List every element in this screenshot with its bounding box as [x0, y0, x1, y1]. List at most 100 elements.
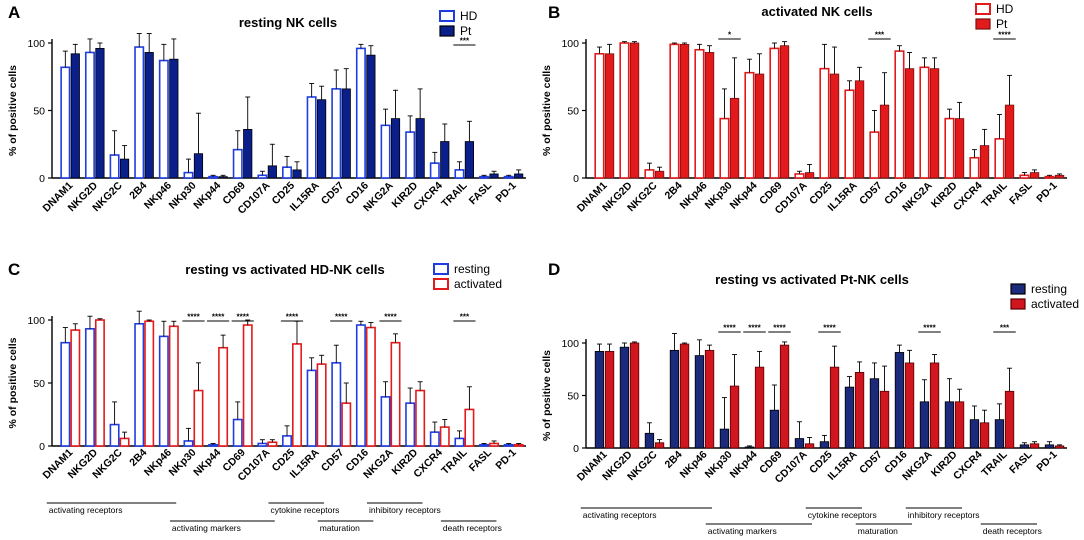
category-label: TRAIL [439, 179, 470, 210]
bar-hd-pd-1 [1044, 175, 1055, 179]
bar-resting-dnam1 [594, 350, 605, 449]
bar-resting-nkg2d [84, 328, 95, 447]
bar-hd-cd16 [355, 47, 366, 179]
bar-activated-dnam1 [604, 350, 615, 449]
bar-resting-cd57 [331, 362, 342, 447]
bar-hd-fasl [1019, 174, 1030, 179]
y-tick-label: 100 [561, 338, 579, 350]
bar-resting-nkg2d [619, 346, 630, 449]
bar-activated-nkg2d [629, 342, 640, 449]
bar-activated-cd16 [904, 362, 915, 449]
bar-activated-trail [1004, 390, 1015, 449]
group-label: activating markers [172, 523, 241, 533]
bar-hd-cxcr4 [429, 162, 440, 179]
group-label: activating receptors [49, 505, 123, 515]
bar-pt-nkg2a [390, 118, 401, 179]
bar-resting-pd-1 [503, 443, 514, 447]
y-tick-label: 100 [27, 38, 45, 50]
panel-letter: A [8, 3, 20, 22]
bar-pt-2b4 [679, 43, 690, 179]
bar-resting-nkg2c [644, 432, 655, 449]
panel-letter: C [8, 260, 20, 279]
bar-pt-nkg2d [95, 48, 105, 179]
category-label: FASL [467, 179, 495, 207]
group-label: death receptors [983, 526, 1042, 536]
y-axis-label: % of positive cells [7, 65, 19, 156]
legend-swatch-hd [975, 3, 991, 15]
bar-pt-cd107a [804, 172, 815, 179]
bar-activated-kir2d [954, 401, 965, 449]
bar-resting-il15ra [844, 386, 855, 449]
bar-hd-nkp44 [208, 175, 219, 179]
bar-pt-cd57 [341, 88, 351, 179]
category-label: TRAIL [439, 446, 470, 477]
group-label: activating receptors [583, 510, 657, 520]
bar-resting-nkp46 [158, 335, 169, 447]
bar-resting-nkp30 [183, 440, 194, 447]
legend-label: activated [1031, 297, 1079, 311]
bar-hd-cd107a [257, 174, 268, 179]
bar-hd-trail [454, 169, 465, 179]
bar-hd-nkp46 [158, 59, 169, 179]
bar-pt-cd57 [879, 104, 890, 179]
category-label: NKp44 [728, 449, 760, 481]
chart-title: resting vs activated Pt-NK cells [715, 272, 909, 287]
y-tick-label: 50 [567, 106, 579, 118]
bar-hd-nkg2d [84, 51, 95, 179]
bar-hd-2b4 [134, 46, 145, 179]
bar-activated-dnam1 [70, 329, 81, 447]
group-label: death receptors [443, 523, 502, 533]
bar-resting-cd69 [232, 418, 243, 447]
bar-pt-nkg2d [629, 42, 640, 179]
bar-resting-pd-1 [1044, 444, 1055, 449]
bar-resting-cxcr4 [429, 431, 440, 447]
bar-resting-cd16 [894, 352, 905, 449]
bar-resting-trail [994, 419, 1005, 449]
bar-activated-nkp44 [754, 366, 765, 449]
legend-label: resting [454, 262, 490, 276]
legend-label: HD [460, 9, 478, 23]
bar-resting-nkp44 [208, 443, 219, 447]
category-label: NKp44 [191, 447, 223, 479]
category-label: NKp44 [728, 180, 760, 212]
category-label: FASL [1007, 179, 1035, 207]
legend-label: HD [996, 2, 1014, 16]
y-axis-label: % of positive cells [541, 65, 553, 156]
bar-pt-nkg2a [929, 68, 940, 179]
category-label: TRAIL [979, 179, 1010, 210]
group-label: activating markers [708, 526, 777, 536]
bar-pt-nkg2c [119, 158, 130, 179]
legend-swatch-pt [975, 18, 991, 30]
bar-activated-il15ra [854, 371, 865, 449]
category-label: CD57 [857, 449, 885, 477]
bar-hd-2b4 [669, 43, 680, 179]
bar-resting-cd16 [355, 324, 366, 447]
bar-hd-kir2d [944, 117, 955, 179]
chart-title: resting vs activated HD-NK cells [185, 262, 384, 277]
bar-resting-cxcr4 [969, 419, 980, 449]
bar-hd-cd57 [869, 131, 880, 179]
category-label: PD-1 [493, 180, 519, 206]
category-label: TRAIL [979, 448, 1010, 479]
significance-label: **** [286, 313, 299, 322]
legend-label: resting [1031, 282, 1067, 296]
legend-swatch-resting [1010, 283, 1026, 295]
bar-hd-nkp46 [694, 48, 705, 179]
chart-title: resting NK cells [239, 15, 337, 30]
legend-label: activated [454, 277, 502, 291]
bar-hd-il15ra [306, 96, 317, 179]
bar-hd-trail [994, 138, 1005, 179]
bar-activated-nkp44 [218, 346, 229, 447]
bar-pt-pd-1 [514, 173, 524, 179]
bar-pt-cd25 [292, 169, 302, 179]
bar-hd-nkg2c [644, 169, 655, 179]
bar-activated-cd69 [779, 344, 790, 449]
legend-label: Pt [460, 24, 472, 38]
bar-pt-trail [464, 141, 474, 179]
bar-hd-fasl [479, 175, 490, 179]
bar-resting-cd107a [794, 438, 805, 449]
bar-activated-fasl [1029, 443, 1040, 449]
bar-pt-nkp30 [193, 153, 204, 179]
bar-hd-nkg2a [919, 66, 930, 179]
